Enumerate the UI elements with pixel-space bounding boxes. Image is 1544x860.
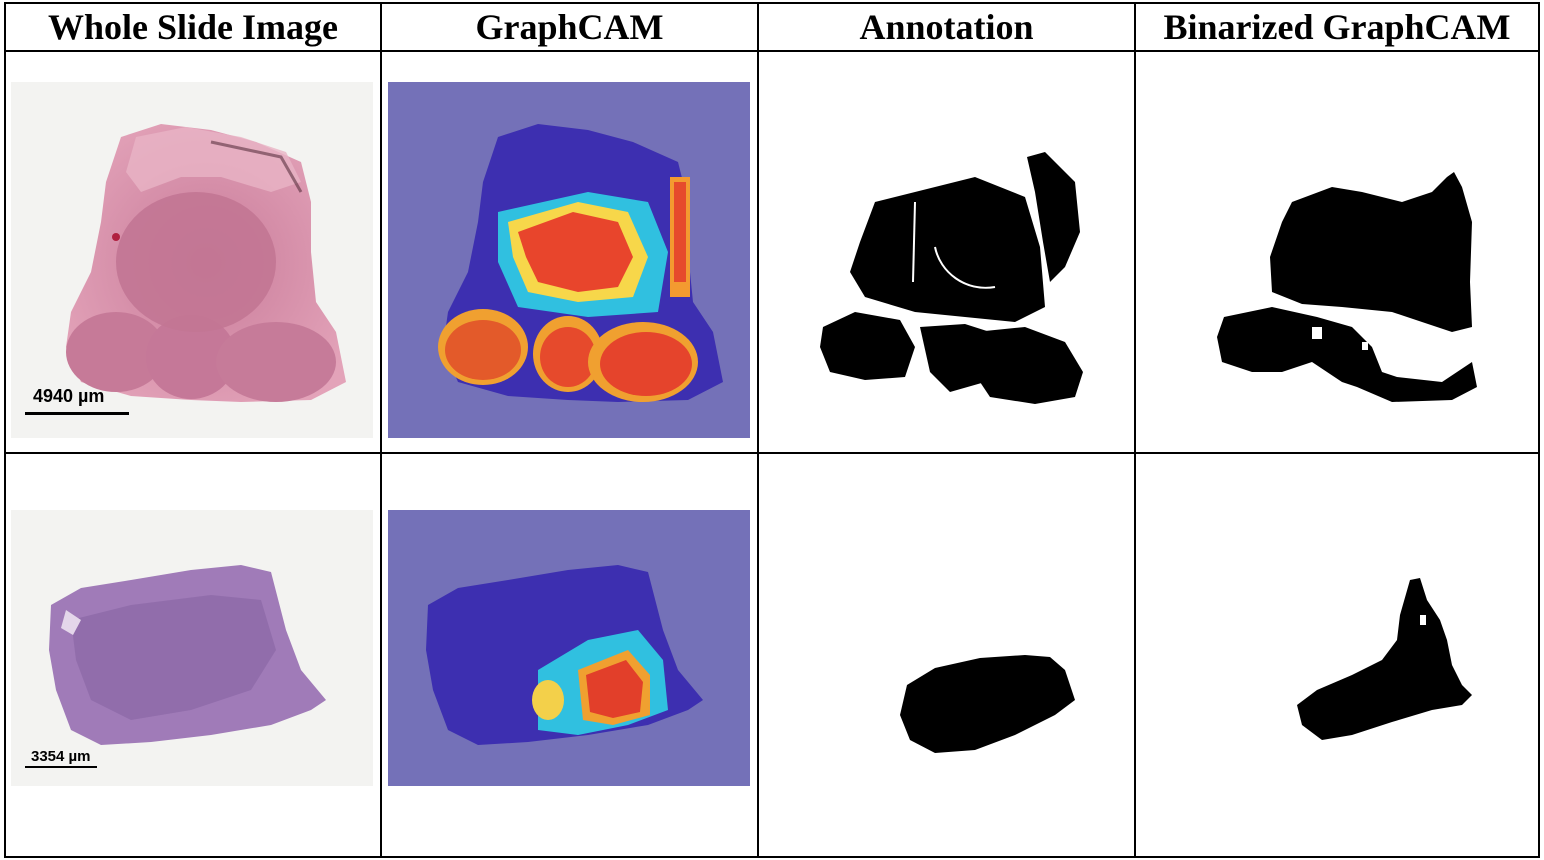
whole-slide-image-row-1: 4940 µm — [11, 82, 373, 438]
table-border-top — [4, 2, 1540, 4]
scale-bar-row-2 — [25, 766, 97, 768]
binarized-mask-1 — [1217, 172, 1477, 402]
scale-label-row-2: 3354 µm — [31, 748, 91, 765]
column-divider-2 — [757, 2, 759, 858]
graphcam-row-2 — [388, 510, 750, 786]
scale-label-row-1: 4940 µm — [33, 386, 105, 406]
binarized-graphcam-row-1 — [1142, 82, 1532, 438]
tissue-image-1 — [66, 124, 346, 402]
binarized-graphcam-row-2 — [1142, 510, 1532, 786]
column-header-whole-slide-image: Whole Slide Image — [47, 7, 338, 47]
figure-table: Whole Slide Image GraphCAM Annotation Bi… — [4, 2, 1540, 858]
column-divider-4 — [1538, 2, 1540, 858]
scale-bar-row-1 — [25, 412, 129, 415]
column-divider-0 — [4, 2, 6, 858]
table-border-bottom — [4, 856, 1540, 858]
annotation-mask-1 — [820, 152, 1083, 404]
annotation-mask-2 — [900, 655, 1075, 753]
tissue-image-2 — [49, 565, 326, 745]
column-divider-1 — [380, 2, 382, 858]
graphcam-heatmap-1 — [438, 124, 723, 402]
column-header-binarized-graphcam: Binarized GraphCAM — [1163, 7, 1511, 47]
binarized-mask-2 — [1297, 578, 1472, 740]
column-header-annotation: Annotation — [859, 7, 1034, 47]
row-divider — [4, 452, 1540, 454]
graphcam-heatmap-2 — [426, 565, 703, 745]
annotation-row-1 — [765, 82, 1127, 438]
column-divider-3 — [1134, 2, 1136, 858]
column-header-graphcam: GraphCAM — [475, 7, 664, 47]
header-divider — [4, 50, 1540, 52]
whole-slide-image-row-2: 3354 µm — [11, 510, 373, 786]
annotation-row-2 — [765, 510, 1127, 786]
graphcam-row-1 — [388, 82, 750, 438]
